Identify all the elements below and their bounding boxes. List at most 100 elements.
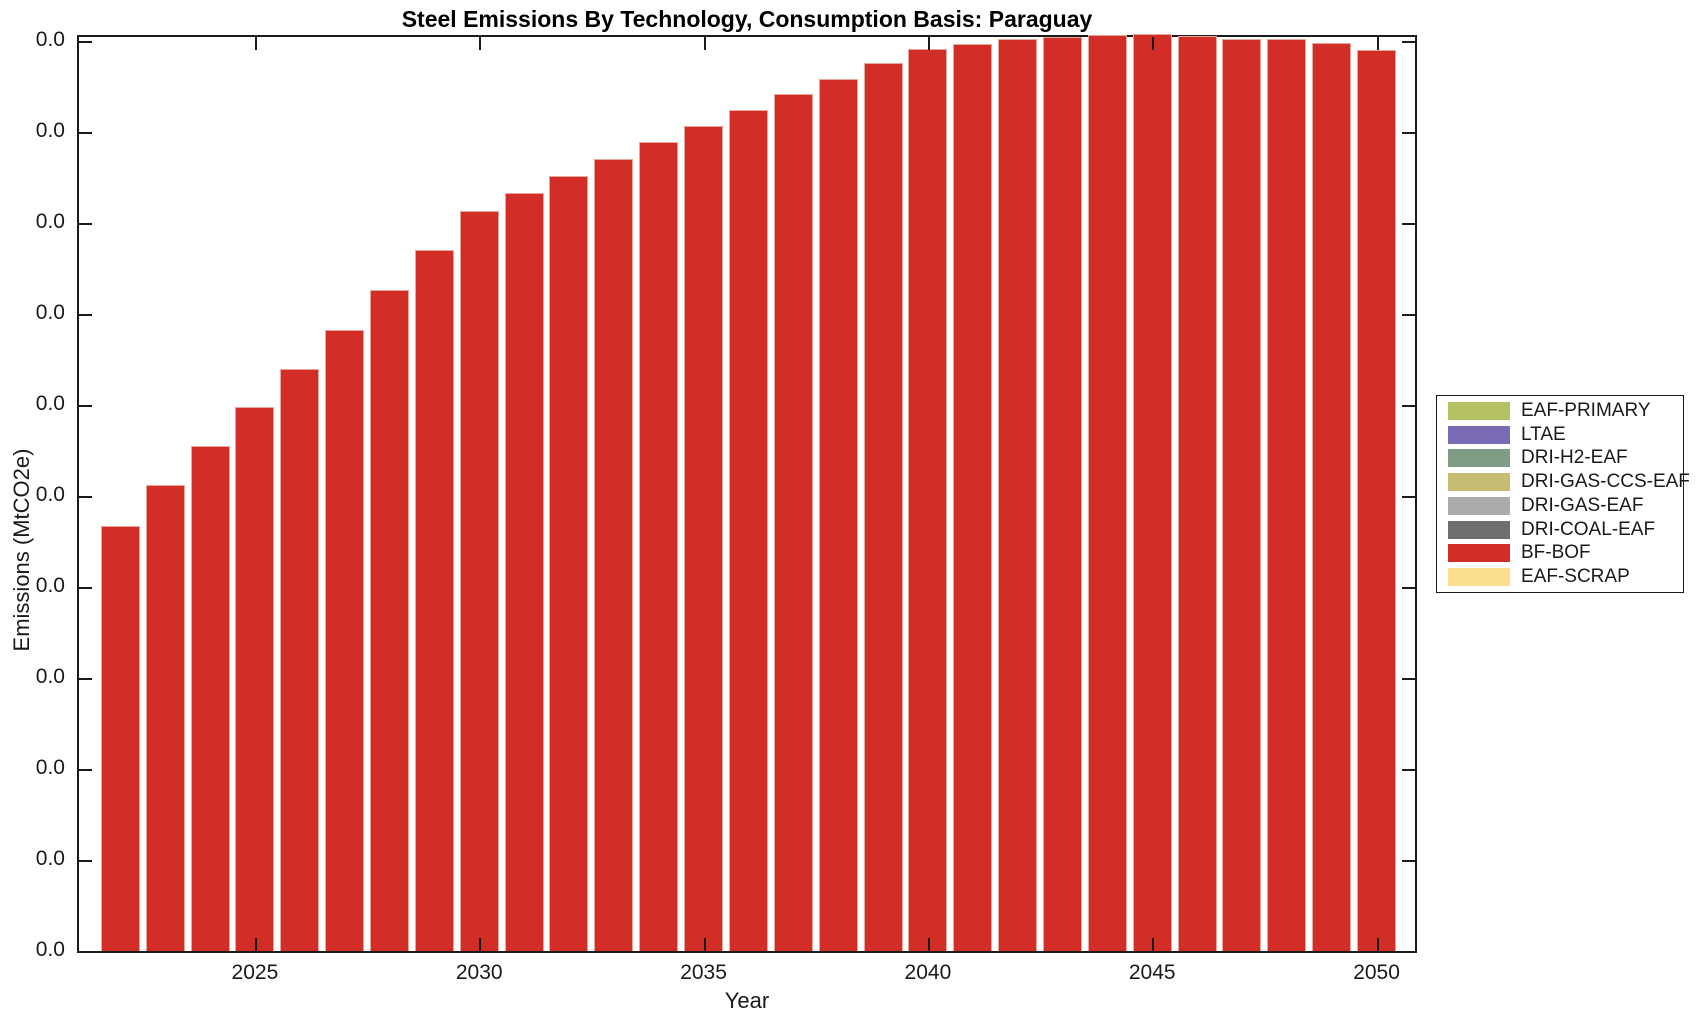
legend-item: DRI-COAL-EAF xyxy=(1437,519,1683,541)
bar-2044 xyxy=(1087,35,1127,951)
legend-label: DRI-GAS-CCS-EAF xyxy=(1521,471,1690,493)
x-tick-top xyxy=(254,37,257,50)
y-tick-left xyxy=(79,587,92,589)
y-tick-left xyxy=(79,41,92,43)
bar-2049 xyxy=(1312,43,1352,951)
legend-swatch-dri-gas-eaf xyxy=(1448,496,1510,515)
bar-2026 xyxy=(280,369,320,951)
legend-item: DRI-GAS-EAF xyxy=(1437,495,1683,517)
bar-2028 xyxy=(370,290,409,951)
x-axis-label: Year xyxy=(724,988,770,1013)
y-tick-left xyxy=(79,132,92,134)
y-tick-right xyxy=(1402,496,1415,498)
legend-label: DRI-GAS-EAF xyxy=(1521,494,1644,516)
x-tick-bottom xyxy=(927,938,930,951)
x-tick-bottom xyxy=(1376,938,1379,951)
y-tick-right xyxy=(1402,951,1415,953)
x-tick-top xyxy=(1152,37,1155,50)
x-tick-bottom xyxy=(703,938,706,951)
bar-2046 xyxy=(1177,36,1217,951)
chart-title: Steel Emissions By Technology, Consumpti… xyxy=(401,6,1093,32)
x-tick-top xyxy=(927,37,930,50)
legend-label: LTAE xyxy=(1521,423,1566,445)
bar-2022 xyxy=(100,526,140,951)
bar-2025 xyxy=(235,407,275,951)
x-tick-top xyxy=(1376,37,1379,50)
legend-swatch-dri-h2-eaf xyxy=(1448,449,1510,468)
bar-2029 xyxy=(414,250,454,951)
y-tick-left xyxy=(79,314,92,316)
bar-2047 xyxy=(1222,39,1262,951)
legend-swatch-dri-gas-ccs-eaf xyxy=(1448,473,1510,492)
bar-2035 xyxy=(684,126,724,951)
legend-item: EAF-PRIMARY xyxy=(1437,400,1683,422)
bar-2032 xyxy=(549,176,589,951)
bar-2033 xyxy=(594,159,634,951)
legend-item: DRI-H2-EAF xyxy=(1437,447,1683,469)
x-tick-bottom xyxy=(254,938,257,951)
legend-label: EAF-PRIMARY xyxy=(1521,399,1651,421)
y-tick-left xyxy=(79,496,92,498)
y-tick-right xyxy=(1402,314,1415,316)
y-tick-left xyxy=(79,678,92,680)
y-tick-label: 0.0 xyxy=(35,756,65,779)
y-tick-right xyxy=(1402,769,1415,771)
y-tick-right xyxy=(1402,405,1415,407)
y-tick-right xyxy=(1402,223,1415,225)
y-tick-label: 0.0 xyxy=(35,483,65,506)
bar-2030 xyxy=(459,211,499,951)
x-tick-label: 2030 xyxy=(455,961,503,984)
bar-2027 xyxy=(325,330,365,951)
y-axis-label: Emissions (MtCO2e) xyxy=(9,448,34,652)
legend-item: DRI-GAS-CCS-EAF xyxy=(1437,471,1690,493)
x-tick-bottom xyxy=(1152,938,1155,951)
y-tick-right xyxy=(1402,860,1415,862)
legend-label: BF-BOF xyxy=(1521,542,1591,564)
legend-swatch-ltae xyxy=(1448,425,1510,444)
y-tick-label: 0.0 xyxy=(35,574,65,597)
bar-2024 xyxy=(190,446,230,951)
x-tick-label: 2040 xyxy=(904,961,952,984)
y-tick-label: 0.0 xyxy=(35,847,65,870)
bar-2036 xyxy=(728,110,768,951)
x-tick-top xyxy=(703,37,706,50)
y-tick-left xyxy=(79,405,92,407)
x-tick-label: 2035 xyxy=(680,961,727,984)
legend-item: LTAE xyxy=(1437,424,1683,446)
legend-swatch-dri-coal-eaf xyxy=(1448,520,1510,539)
bar-2034 xyxy=(639,142,679,951)
y-tick-right xyxy=(1402,587,1415,589)
y-tick-left xyxy=(79,769,92,771)
y-tick-right xyxy=(1402,41,1415,43)
y-tick-label: 0.0 xyxy=(35,119,65,142)
bar-2031 xyxy=(504,193,544,951)
bar-2050 xyxy=(1357,50,1397,951)
bar-2040 xyxy=(908,49,948,951)
y-tick-label: 0.0 xyxy=(35,28,65,51)
bar-2048 xyxy=(1267,39,1307,951)
y-tick-label: 0.0 xyxy=(35,938,65,961)
y-tick-label: 0.0 xyxy=(35,392,65,415)
bar-2038 xyxy=(818,79,858,951)
x-tick-label: 2025 xyxy=(231,961,279,984)
bar-2041 xyxy=(953,44,993,951)
y-tick-left xyxy=(79,860,92,862)
legend-swatch-eaf-scrap xyxy=(1448,568,1510,587)
legend-label: DRI-H2-EAF xyxy=(1521,447,1628,469)
bar-2045 xyxy=(1132,34,1172,951)
legend-swatch-eaf-primary xyxy=(1448,401,1510,420)
bar-2039 xyxy=(863,63,903,951)
y-tick-label: 0.0 xyxy=(35,210,65,233)
y-tick-left xyxy=(79,951,92,953)
bar-2037 xyxy=(773,94,813,951)
legend-label: DRI-COAL-EAF xyxy=(1521,518,1656,540)
y-tick-right xyxy=(1402,678,1415,680)
legend-label: EAF-SCRAP xyxy=(1521,566,1630,588)
x-tick-label: 2050 xyxy=(1353,961,1400,984)
y-tick-label: 0.0 xyxy=(35,301,65,324)
y-tick-label: 0.0 xyxy=(35,665,65,688)
x-tick-bottom xyxy=(479,938,482,951)
plot-area xyxy=(77,34,1417,953)
legend-swatch-bf-bof xyxy=(1448,544,1510,563)
